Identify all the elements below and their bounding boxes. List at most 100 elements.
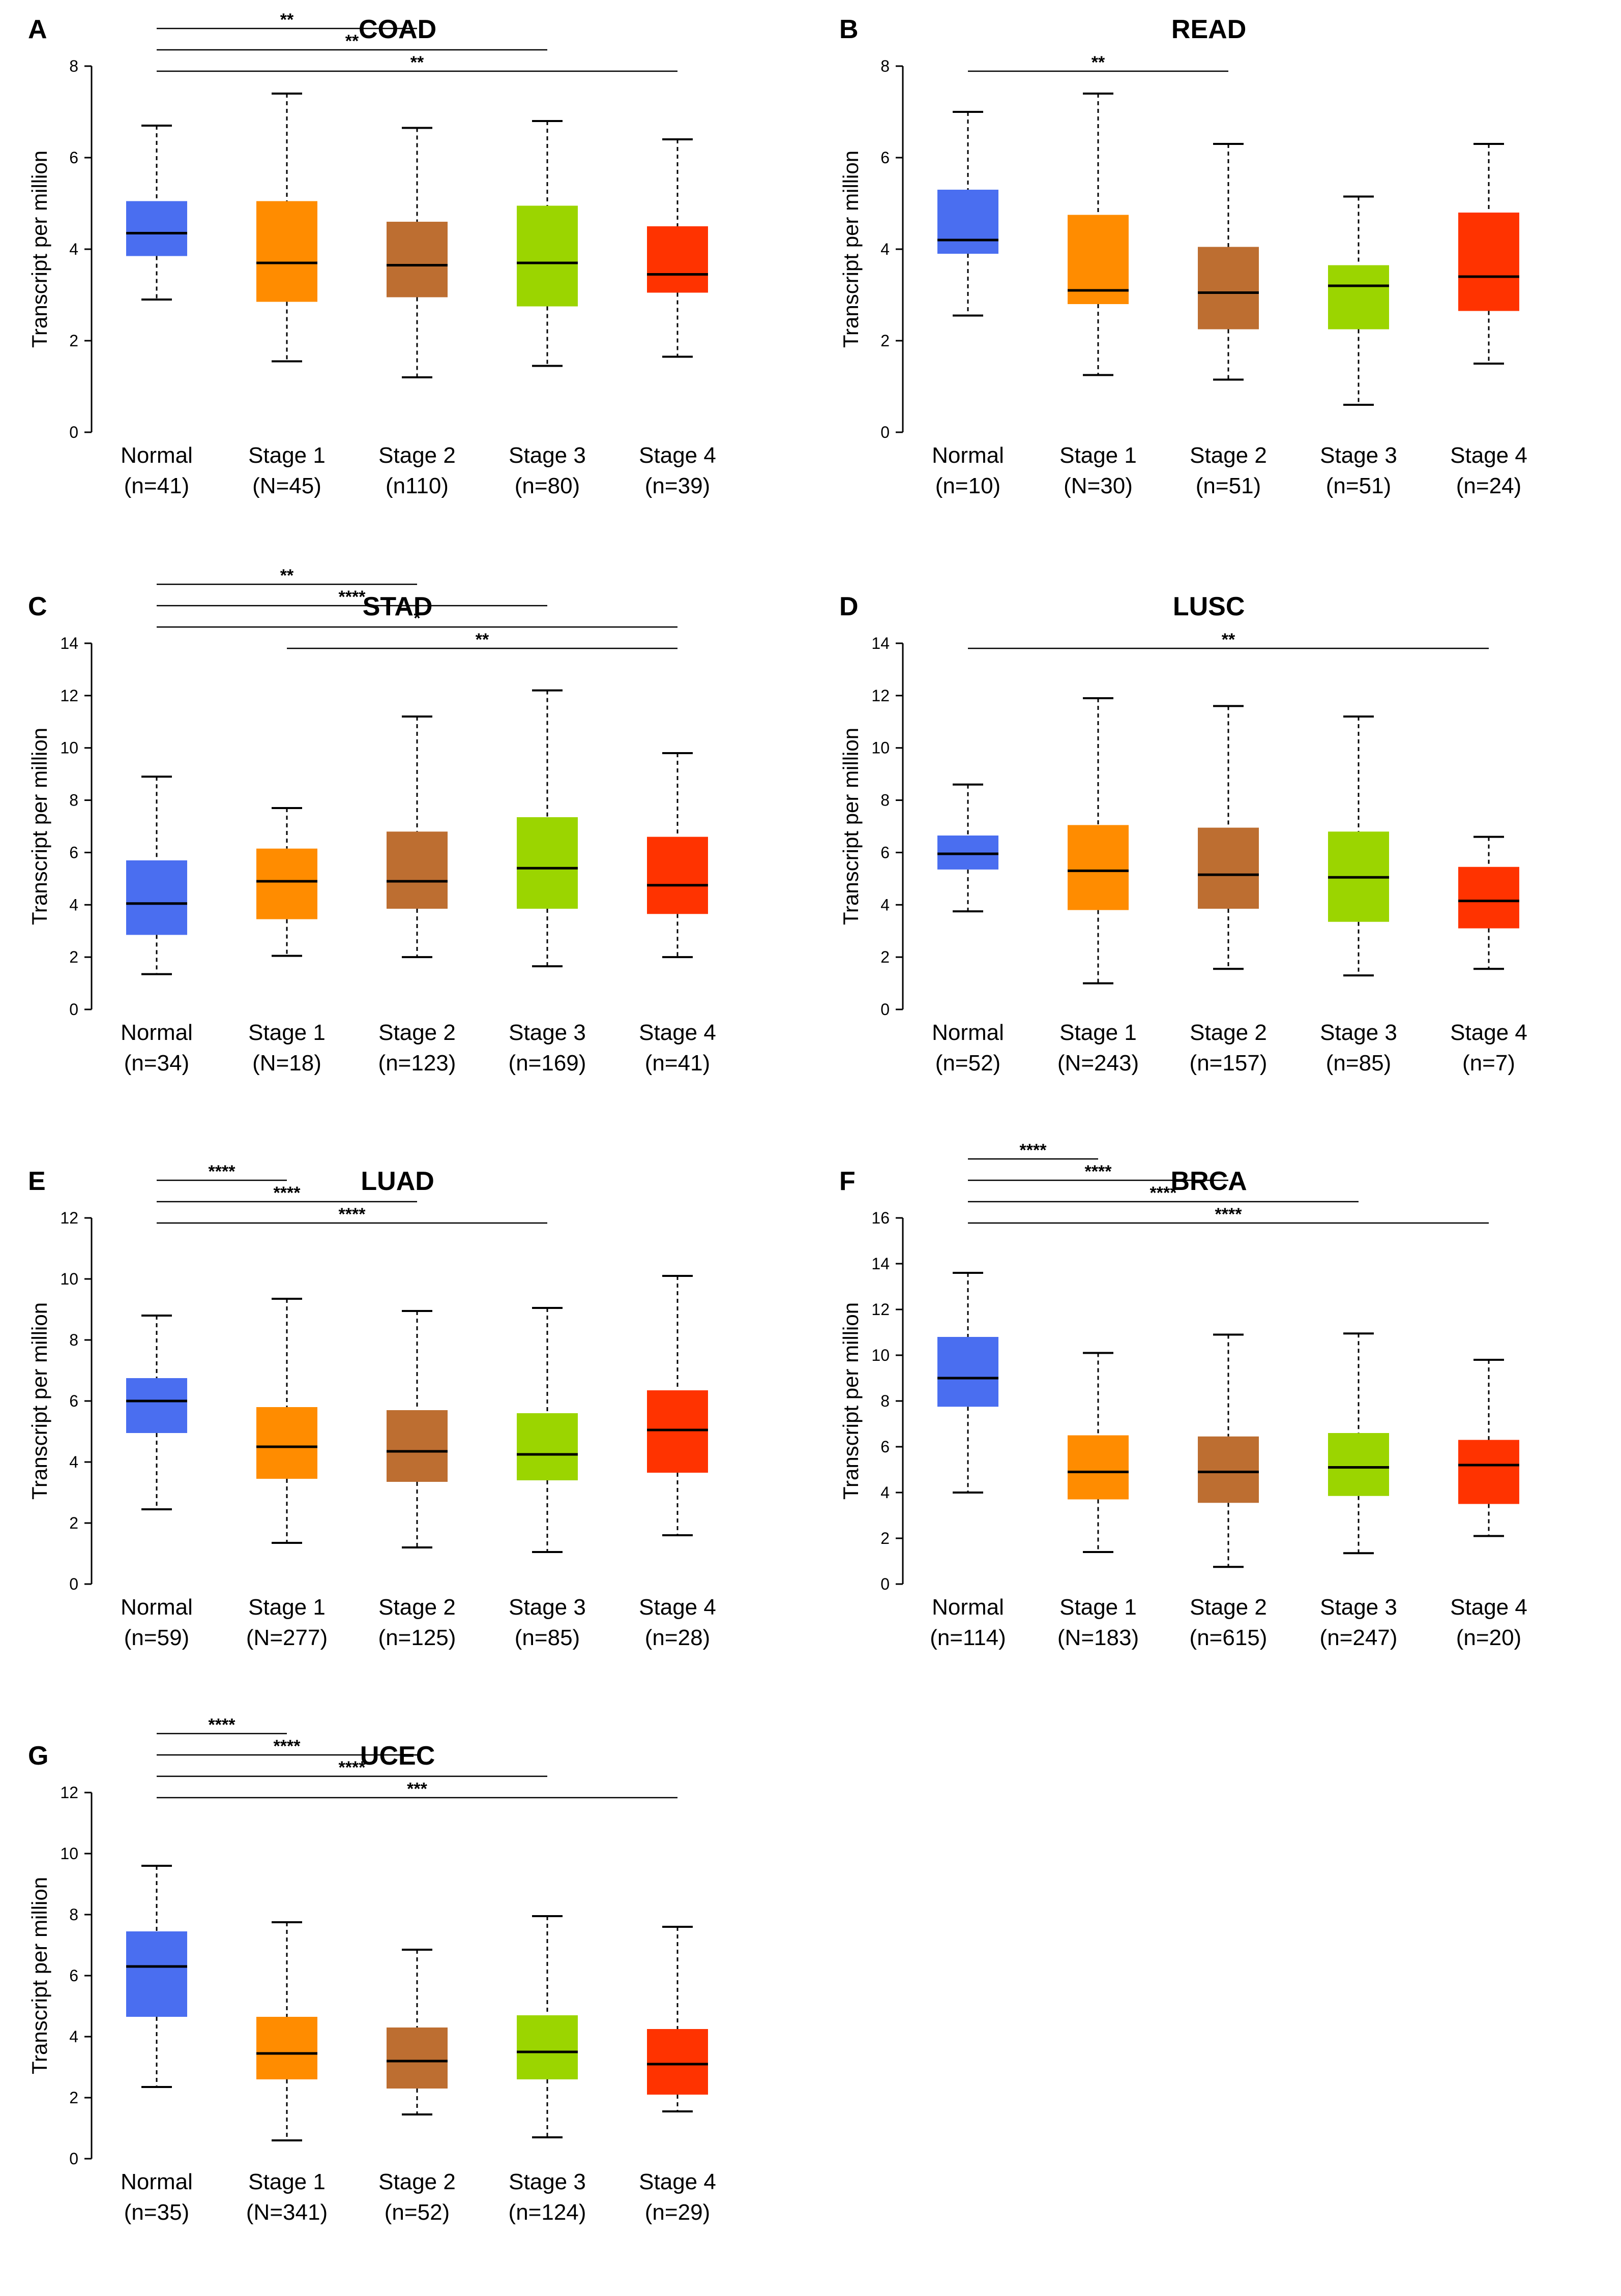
iqr-box bbox=[1198, 247, 1259, 330]
significance-label: ** bbox=[1222, 630, 1235, 649]
chart-title: LUSC bbox=[1173, 592, 1245, 621]
panel-e: E LUAD Transcript per million 0 2 4 6 8 10 12 Norm… bbox=[27, 1162, 716, 1650]
box-stage-4 bbox=[647, 1275, 708, 1536]
chart-title: READ bbox=[1171, 15, 1246, 44]
iqr-box bbox=[1068, 1435, 1129, 1500]
y-axis-label: Transcript per million bbox=[27, 728, 51, 925]
box-stage-1 bbox=[256, 1921, 317, 2141]
iqr-box bbox=[517, 205, 578, 307]
iqr-box bbox=[1198, 827, 1259, 909]
box-stage-3 bbox=[517, 1307, 578, 1553]
y-tick-label: 8 bbox=[69, 57, 78, 75]
significance-label: * bbox=[414, 609, 421, 628]
y-tick-label: 10 bbox=[60, 1270, 78, 1288]
box-normal bbox=[937, 783, 998, 913]
iqr-box bbox=[387, 222, 448, 297]
y-tick-label: 2 bbox=[69, 1514, 78, 1532]
x-category-label: Stage 4 bbox=[1450, 1020, 1527, 1045]
sample-count-label: (n=34) bbox=[124, 1051, 189, 1076]
sample-count-label: (n=10) bbox=[935, 473, 1000, 498]
y-tick-label: 2 bbox=[880, 332, 890, 350]
iqr-box bbox=[387, 2027, 448, 2089]
significance-label: **** bbox=[274, 1183, 301, 1203]
y-tick-label: 4 bbox=[69, 896, 78, 914]
panel-a: A COAD Transcript per million 0 2 4 6 8 Normal (n… bbox=[27, 10, 716, 498]
iqr-box bbox=[126, 201, 187, 256]
panel-letter: C bbox=[28, 592, 47, 621]
sample-count-label: (n=7) bbox=[1462, 1051, 1515, 1076]
box-stage-4 bbox=[647, 138, 708, 358]
y-axis-label: Transcript per million bbox=[839, 151, 863, 348]
sample-count-label: (n=41) bbox=[645, 1051, 710, 1076]
y-tick-label: 10 bbox=[60, 739, 78, 757]
x-category-label: Stage 1 bbox=[248, 443, 326, 468]
significance-label: **** bbox=[209, 1162, 236, 1181]
x-category-label: Stage 2 bbox=[1190, 443, 1267, 468]
y-tick-label: 14 bbox=[871, 634, 890, 652]
y-tick-label: 8 bbox=[880, 57, 890, 75]
sample-count-label: (n=157) bbox=[1190, 1051, 1268, 1076]
sample-count-label: (n=51) bbox=[1326, 473, 1391, 498]
x-category-label: Normal bbox=[121, 443, 193, 468]
box-stage-2 bbox=[1198, 705, 1259, 970]
iqr-box bbox=[1458, 1440, 1519, 1504]
iqr-box bbox=[937, 190, 998, 254]
y-tick-label: 8 bbox=[69, 1331, 78, 1349]
box-stage-1 bbox=[256, 93, 317, 363]
x-category-label: Stage 2 bbox=[378, 443, 456, 468]
panel-f: F BRCA Transcript per million 0 2 4 6 8 10 12 14 16… bbox=[839, 1141, 1527, 1650]
sample-count-label: (n=20) bbox=[1456, 1625, 1521, 1650]
y-tick-label: 8 bbox=[880, 1392, 890, 1410]
panel-letter: E bbox=[28, 1167, 46, 1196]
iqr-box bbox=[256, 848, 317, 919]
x-category-label: Stage 2 bbox=[1190, 1020, 1267, 1045]
x-category-label: Stage 2 bbox=[1190, 1595, 1267, 1620]
iqr-box bbox=[256, 1407, 317, 1479]
iqr-box bbox=[387, 831, 448, 909]
box-stage-2 bbox=[1198, 1333, 1259, 1568]
y-tick-label: 8 bbox=[880, 791, 890, 810]
y-tick-label: 2 bbox=[880, 948, 890, 966]
box-stage-4 bbox=[1458, 836, 1519, 970]
y-tick-label: 6 bbox=[69, 1966, 78, 1985]
iqr-box bbox=[517, 817, 578, 909]
y-tick-label: 8 bbox=[69, 1905, 78, 1924]
significance-label: **** bbox=[339, 587, 366, 607]
sample-count-label: (N=341) bbox=[246, 2200, 328, 2225]
x-category-label: Stage 3 bbox=[1320, 1595, 1397, 1620]
panel-letter: G bbox=[28, 1741, 48, 1771]
y-tick-label: 2 bbox=[69, 948, 78, 966]
sample-count-label: (n=59) bbox=[124, 1625, 189, 1650]
chart-title: UCEC bbox=[360, 1741, 435, 1771]
sample-count-label: (n=169) bbox=[509, 1051, 586, 1076]
iqr-box bbox=[126, 860, 187, 935]
iqr-box bbox=[647, 2029, 708, 2095]
y-tick-label: 6 bbox=[880, 148, 890, 167]
box-stage-2 bbox=[387, 127, 448, 378]
sample-count-label: (N=45) bbox=[252, 473, 321, 498]
x-category-label: Stage 4 bbox=[639, 2169, 716, 2194]
x-category-label: Normal bbox=[121, 1020, 193, 1045]
y-tick-label: 12 bbox=[60, 1783, 78, 1802]
significance-label: ** bbox=[280, 566, 294, 585]
y-tick-label: 10 bbox=[871, 1346, 890, 1364]
sample-count-label: (N=18) bbox=[252, 1051, 321, 1076]
box-stage-4 bbox=[1458, 1359, 1519, 1537]
y-tick-label: 0 bbox=[69, 1575, 78, 1593]
sample-count-label: (N=30) bbox=[1064, 473, 1133, 498]
y-axis-label: Transcript per million bbox=[27, 151, 51, 348]
iqr-box bbox=[647, 837, 708, 914]
x-category-label: Normal bbox=[932, 1020, 1004, 1045]
x-category-label: Stage 4 bbox=[1450, 1595, 1527, 1620]
sample-count-label: (N=183) bbox=[1057, 1625, 1139, 1650]
box-stage-4 bbox=[647, 752, 708, 959]
sample-count-label: (N=277) bbox=[246, 1625, 328, 1650]
box-stage-3 bbox=[1328, 715, 1389, 977]
y-tick-label: 14 bbox=[60, 634, 78, 652]
panel-g: G UCEC Transcript per million 0 2 4 6 8 10 12 Norm… bbox=[27, 1715, 716, 2225]
iqr-box bbox=[126, 1378, 187, 1433]
x-category-label: Normal bbox=[121, 2169, 193, 2194]
box-stage-1 bbox=[1068, 93, 1129, 376]
y-tick-label: 4 bbox=[69, 2027, 78, 2046]
y-axis-label: Transcript per million bbox=[839, 1302, 863, 1500]
